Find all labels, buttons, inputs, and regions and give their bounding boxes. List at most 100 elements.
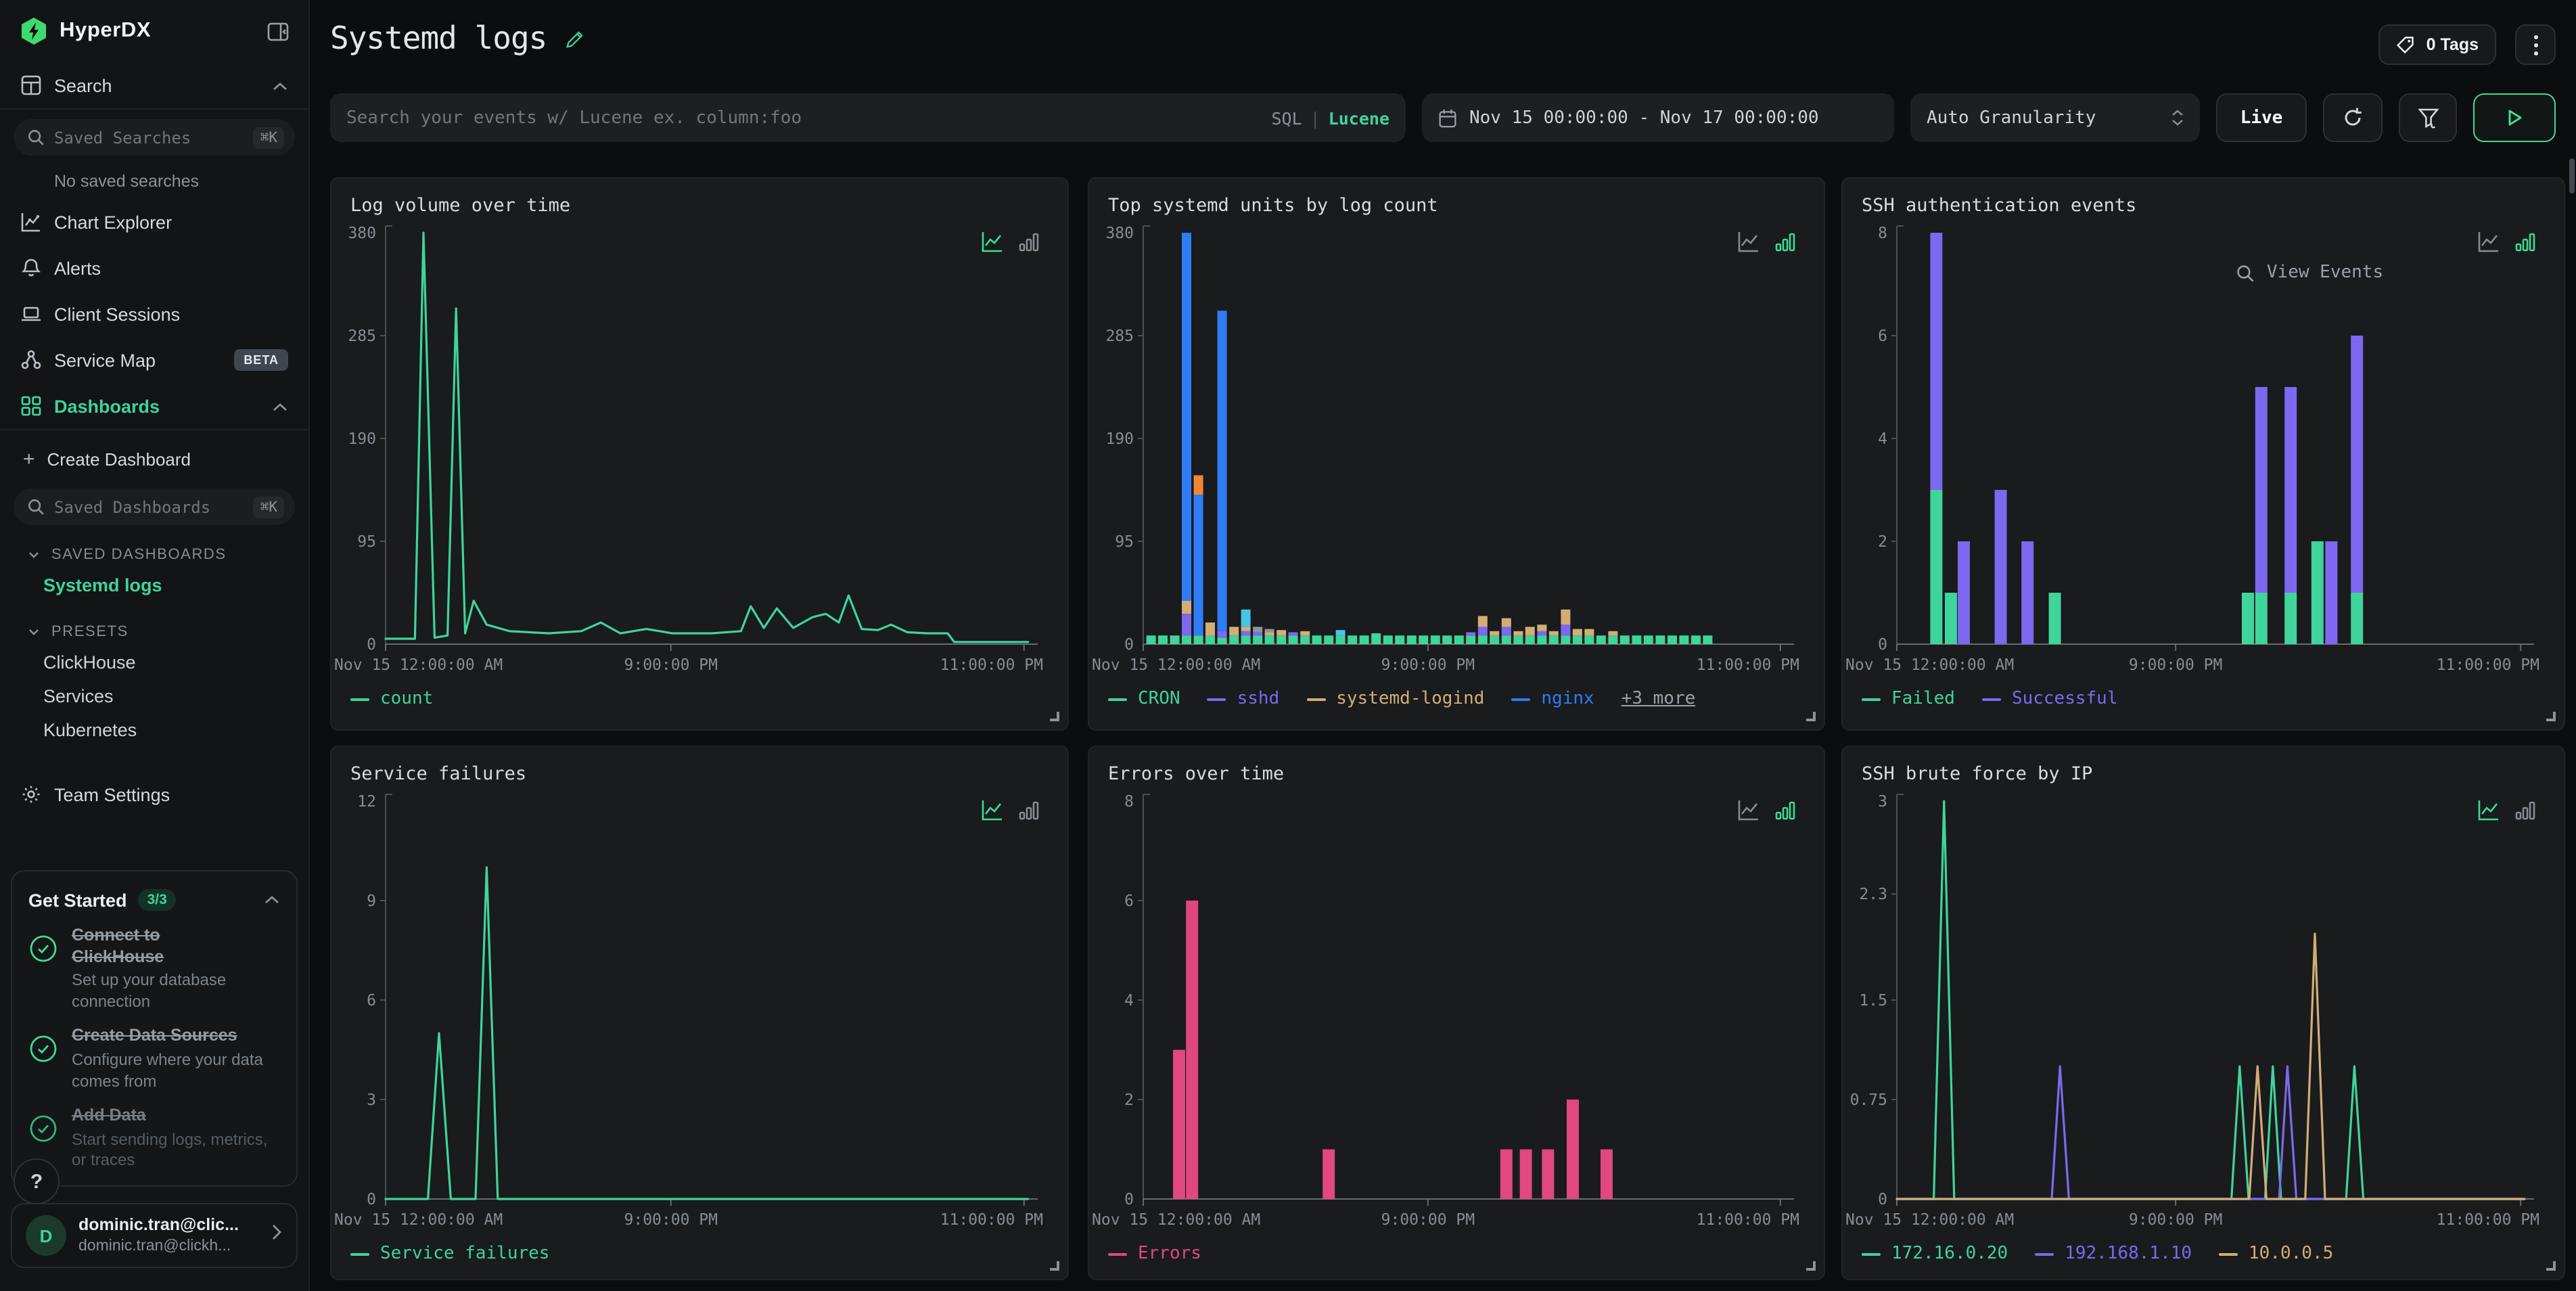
get-started-step-sources[interactable]: Create Data Sources Configure where your… [28,1026,280,1093]
sidebar-preset-services[interactable]: Services [43,686,114,706]
legend-item[interactable]: Errors [1108,1244,1201,1264]
sidebar-preset-kubernetes[interactable]: Kubernetes [43,720,137,740]
create-dashboard-button[interactable]: + Create Dashboard [0,438,308,479]
granularity-value: Auto Granularity [1927,108,2096,128]
bar-chart-icon[interactable] [1774,798,1797,821]
bar-chart-icon[interactable] [1017,798,1040,821]
svg-text:0.75: 0.75 [1850,1091,1887,1109]
view-events-button[interactable]: View Events [2236,263,2383,283]
get-started-card: Get Started 3/3 Connect to ClickHouse Se… [11,870,298,1187]
svg-text:11:00:00 PM: 11:00:00 PM [2437,1211,2539,1229]
legend-item[interactable]: Successful [1981,689,2118,709]
edit-title-icon[interactable] [564,29,584,49]
sidebar-item-team-settings[interactable]: Team Settings [0,771,308,817]
line-chart-icon[interactable] [1737,798,1760,821]
sidebar-item-dashboards[interactable]: Dashboards [0,383,308,429]
get-started-step-add-data[interactable]: Add Data Start sending logs, metrics, or… [28,1106,280,1173]
help-button[interactable]: ? [14,1158,60,1204]
divider [0,429,308,430]
line-chart-icon[interactable] [981,798,1004,821]
bar-chart-icon[interactable] [1017,230,1040,253]
sidebar-item-alerts[interactable]: Alerts [0,245,308,291]
toolbar: Search your events w/ Lucene ex. column:… [330,93,2556,142]
resize-handle[interactable] [1806,1261,1816,1271]
granularity-select[interactable]: Auto Granularity [1910,93,2200,142]
user-menu[interactable]: D dominic.tran@clic... dominic.tran@clic… [11,1203,298,1268]
saved-dashboards-section-header[interactable]: SAVED DASHBOARDS [0,525,308,568]
line-chart-icon[interactable] [2477,798,2500,821]
run-query-button[interactable] [2473,93,2556,142]
presets-section-header[interactable]: PRESETS [0,602,308,646]
bar-chart-icon[interactable] [2514,230,2537,253]
bar-chart-icon[interactable] [2514,798,2537,821]
chart-canvas[interactable]: 8 6 4 2 0 Nov 15 12:00:00 AM 9:00:00 PM 11:00:0… [1089,788,1824,1241]
select-chevrons-icon [2171,110,2184,126]
bar-chart-icon[interactable] [1774,230,1797,253]
resize-handle[interactable] [1050,712,1059,721]
saved-searches-input[interactable]: Saved Searches ⌘K [14,119,295,156]
legend-item[interactable]: sshd [1207,689,1279,709]
sidebar-item-chart-explorer[interactable]: Chart Explorer [0,199,308,245]
sidebar-item-client-sessions[interactable]: Client Sessions [0,291,308,337]
legend-item[interactable]: 192.168.1.10 [2035,1244,2192,1264]
panel-ssh-auth-events: SSH authentication events View Events 8 6… [1841,177,2565,731]
events-search-input[interactable]: Search your events w/ Lucene ex. column:… [330,93,1406,142]
legend-item[interactable]: 10.0.0.5 [2219,1244,2333,1264]
panel-title: Log volume over time [350,195,571,217]
legend-item[interactable]: Service failures [350,1244,549,1264]
line-chart-icon[interactable] [2477,230,2500,253]
user-email: dominic.tran@clickh... [78,1238,231,1254]
resize-handle[interactable] [1050,1261,1059,1271]
chart-canvas[interactable]: 380 285 190 95 0 Nov 15 12:00:00 AM 9:00:00 PM… [331,219,1067,686]
chevron-right-icon [271,1223,283,1248]
live-button[interactable]: Live [2216,93,2307,142]
scrollbar-thumb[interactable] [2569,158,2575,194]
get-started-title: Get Started [28,890,127,910]
sidebar-item-service-map[interactable]: Service Map BETA [0,337,308,383]
chevron-up-icon[interactable] [272,396,288,416]
kebab-menu-button[interactable] [2515,24,2556,65]
filter-button[interactable] [2399,93,2457,142]
svg-text:1.5: 1.5 [1859,992,1887,1010]
resize-handle[interactable] [2546,1261,2556,1271]
lucene-option[interactable]: Lucene [1328,108,1389,128]
legend-item[interactable]: nginx [1511,689,1594,709]
refresh-button[interactable] [2323,93,2383,142]
line-chart-icon[interactable] [1737,230,1760,253]
legend-item[interactable]: CRON [1108,689,1180,709]
resize-handle[interactable] [1806,712,1816,721]
tags-button[interactable]: 0 Tags [2378,24,2496,65]
saved-dashboards-input[interactable]: Saved Dashboards ⌘K [14,489,295,525]
date-range-picker[interactable]: Nov 15 00:00:00 - Nov 17 00:00:00 [1422,93,1894,142]
chart-canvas[interactable]: 380 285 190 95 0 Nov 15 12:00:00 AM 9:00:00 PM… [1089,219,1824,686]
get-started-step-connect[interactable]: Connect to ClickHouse Set up your databa… [28,926,280,1013]
query-language-toggle[interactable]: SQL | Lucene [1271,108,1389,128]
legend-more-link[interactable]: +3 more [1621,689,1696,709]
legend-item[interactable]: Failed [1862,689,1955,709]
resize-handle[interactable] [2546,712,2556,721]
gear-icon [20,784,42,805]
legend-item[interactable]: count [350,689,433,709]
user-name: dominic.tran@clic... [78,1215,239,1234]
sidebar-preset-clickhouse[interactable]: ClickHouse [43,652,136,673]
chart-legend: Service failures [331,1241,1067,1264]
sidebar-item-search[interactable]: Search [0,62,308,108]
svg-text:285: 285 [348,327,376,345]
panel-log-volume: Log volume over time 380 285 190 95 0 Nov 15 … [330,177,1069,731]
chart-canvas[interactable]: 12 9 6 3 0 Nov 15 12:00:00 AM 9:00:00 PM 11:00:… [331,788,1067,1241]
sidebar-dashboard-systemd-logs[interactable]: Systemd logs [43,575,162,595]
service-map-icon [20,349,42,371]
chart-canvas[interactable]: 3 2.3 1.5 0.75 0 Nov 15 12:00:00 AM 9:00:00 PM… [1843,788,2564,1241]
chart-canvas[interactable]: 8 6 4 2 0 Nov 15 12:00:00 AM 9:00:00 PM 11:00:0… [1843,219,2564,686]
chevron-up-icon[interactable] [272,75,288,95]
chart-legend: Errors [1089,1241,1824,1264]
sidebar-collapse-icon[interactable] [267,20,290,43]
sql-option[interactable]: SQL [1271,108,1302,128]
line-chart-icon[interactable] [981,230,1004,253]
no-saved-searches-text: No saved searches [54,172,200,191]
chevron-up-icon[interactable] [264,888,280,912]
svg-text:4: 4 [1124,992,1134,1010]
legend-item[interactable]: systemd-logind [1306,689,1484,709]
legend-item[interactable]: 172.16.0.20 [1862,1244,2008,1264]
chart-legend: 172.16.0.20 192.168.1.10 10.0.0.5 [1843,1241,2564,1264]
